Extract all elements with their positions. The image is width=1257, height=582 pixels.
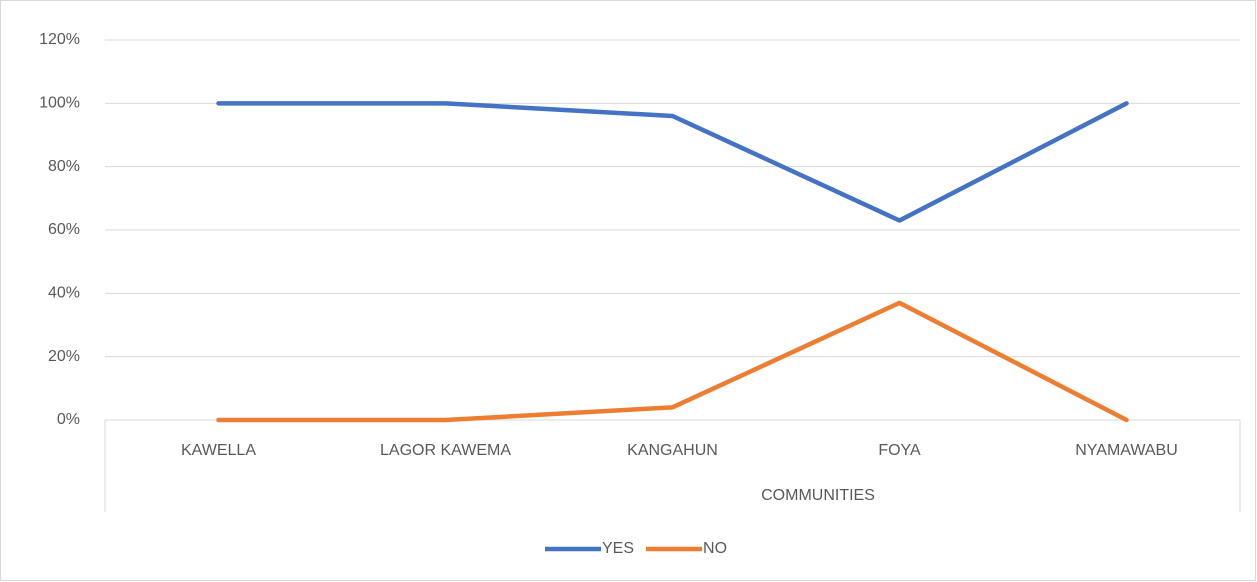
legend-label: YES xyxy=(602,540,634,557)
y-tick-label: 40% xyxy=(48,285,80,302)
x-tick-label: FOYA xyxy=(878,442,921,459)
y-tick-label: 80% xyxy=(48,158,80,175)
series-line xyxy=(216,101,1129,223)
y-tick-label: 20% xyxy=(48,348,80,365)
legend-label: NO xyxy=(703,540,727,557)
y-tick-label: 0% xyxy=(57,411,80,428)
y-tick-label: 100% xyxy=(39,95,80,112)
x-tick-label: LAGOR KAWEMA xyxy=(380,442,511,459)
x-tick-label: KAWELLA xyxy=(181,442,256,459)
y-tick-label: 120% xyxy=(39,31,80,48)
x-tick-label: KANGAHUN xyxy=(627,442,718,459)
series-line xyxy=(216,300,1129,423)
x-axis-label: COMMUNITIES xyxy=(761,487,875,504)
x-tick-label: NYAMAWABU xyxy=(1075,442,1178,459)
y-tick-label: 60% xyxy=(48,221,80,238)
